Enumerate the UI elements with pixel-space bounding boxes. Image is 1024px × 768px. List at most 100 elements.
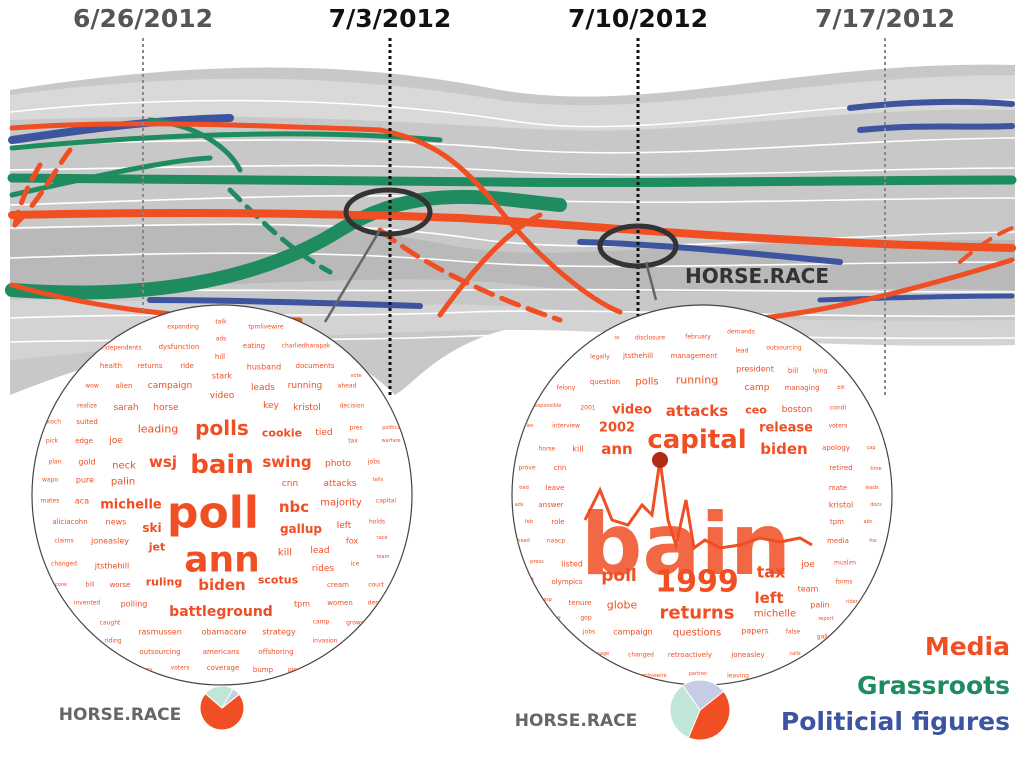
cloud-word: management xyxy=(671,352,718,360)
media-stream xyxy=(958,226,1014,264)
cloud-word: capital xyxy=(376,498,396,505)
cloud-word: rides xyxy=(312,564,334,574)
divider-line xyxy=(9,99,1016,128)
cloud-word: left xyxy=(337,521,352,531)
cloud-word: disclosure xyxy=(635,335,666,342)
cloud-word: manage xyxy=(589,651,609,657)
cloud-word: expanding xyxy=(167,324,199,331)
cloud-word: 2002 xyxy=(599,421,635,436)
cloud-word: ss xyxy=(614,335,620,341)
cloud-word: bump xyxy=(253,666,274,674)
date-label: 7/17/2012 xyxy=(815,4,955,33)
cloud-word: cnn xyxy=(282,479,298,489)
cloud-word: answer xyxy=(538,501,563,509)
grassroots-stream xyxy=(9,155,213,198)
cloud-word: hill xyxy=(215,353,225,361)
cloud-word: alien xyxy=(116,382,133,390)
cloud-word: allens xyxy=(138,667,153,673)
cloud-word: cream xyxy=(327,581,349,589)
cloud-word: americans xyxy=(203,648,240,656)
cloud-word: stark xyxy=(212,372,232,381)
cloud-word: naacp xyxy=(547,538,565,545)
cloud-word: wsp xyxy=(542,597,552,603)
cloud-word: voters xyxy=(171,665,190,672)
divider-line xyxy=(9,137,1016,154)
cloud-word: jtsthehill xyxy=(94,562,129,571)
grassroots-stream xyxy=(9,131,443,151)
legend-political: Politicial figures xyxy=(781,707,1010,736)
date-label: 6/26/2012 xyxy=(73,4,213,33)
cloud-word: suited xyxy=(76,418,98,426)
cloud-word: tpm xyxy=(294,600,310,609)
cloud-word: strategy xyxy=(262,628,296,637)
cloud-word: campaign xyxy=(148,381,192,391)
cloud-word: coverage xyxy=(207,664,240,672)
cloud-word: running xyxy=(288,381,323,391)
cloud-word: wapo xyxy=(42,477,58,484)
cloud-word: jobs xyxy=(582,629,595,636)
cloud-word: docs xyxy=(870,502,882,508)
cloud-word: interview xyxy=(552,423,580,430)
cloud-word: jtsthehill xyxy=(622,352,653,360)
cloud-word: returns xyxy=(137,362,162,370)
cloud-word: team xyxy=(798,585,819,594)
cloud-word: race xyxy=(377,535,388,541)
cloud-word: capital xyxy=(647,425,746,455)
cloud-word: decision xyxy=(340,403,365,410)
cloud-word: role xyxy=(551,518,564,526)
cloud-word: fox xyxy=(869,538,877,544)
cloud-word: leads xyxy=(865,485,879,491)
callout-connector xyxy=(323,229,382,323)
cloud-label-left: HORSE.RACE xyxy=(59,705,181,725)
source-pie-left xyxy=(199,685,245,731)
source-pie-right xyxy=(669,679,731,741)
cloud-word: swing xyxy=(262,453,311,471)
cloud-word: olympics xyxy=(551,578,582,586)
cloud-word: mates xyxy=(41,498,60,505)
cloud-word: tpm xyxy=(830,518,844,526)
cloud-word: kill xyxy=(278,548,292,559)
cloud-word: polling xyxy=(121,600,148,609)
cloud-word: charliedharapak xyxy=(282,343,331,350)
cloud-word: koch xyxy=(47,419,61,426)
cloud-word: lying xyxy=(813,368,828,375)
media-stream xyxy=(8,209,1016,252)
cloud-word: report xyxy=(818,616,833,622)
cloud-word: joe xyxy=(800,560,815,570)
cloud-word: talk xyxy=(215,319,227,326)
cloud-word: tells xyxy=(373,477,384,483)
cloud-word: felony xyxy=(557,385,576,392)
cloud-word: horse xyxy=(539,446,556,453)
cloud-word: cookie xyxy=(262,427,302,440)
cloud-word: tpmlivewire xyxy=(248,324,283,331)
cloud-word: kristol xyxy=(293,403,321,413)
cloud-word: february xyxy=(685,334,711,341)
cloud-word: obamacare xyxy=(202,628,247,637)
cloud-word: voters xyxy=(829,423,848,430)
cloud-word: cone xyxy=(55,582,67,588)
cloud-word: globe xyxy=(607,599,638,612)
political-stream xyxy=(847,98,1015,111)
cloud-word: majority xyxy=(320,498,362,509)
cloud-word: michelle xyxy=(100,498,162,513)
cloud-word: kristol xyxy=(829,501,854,510)
cloud-word: legally xyxy=(590,354,610,361)
cloud-word: forms xyxy=(835,579,852,586)
cloud-word: leaving xyxy=(727,673,749,680)
cloud-word: women xyxy=(327,599,353,607)
cloud-word: poll xyxy=(601,566,637,586)
cloud-word: horse xyxy=(153,403,179,413)
cloud-word: calls xyxy=(789,651,801,657)
cloud-word: attacks xyxy=(666,402,728,420)
cloud-word: papers xyxy=(741,627,768,636)
cloud-word: gallup xyxy=(280,522,322,536)
cloud-word: tpmlivewire xyxy=(637,673,666,679)
cloud-word: demands xyxy=(727,329,755,336)
grassroots-stream xyxy=(7,173,1017,188)
cloud-word: changed xyxy=(51,561,77,568)
political-stream xyxy=(577,239,843,265)
cloud-word: false xyxy=(786,629,801,636)
cloud-word: joneasley xyxy=(730,651,764,659)
cloud-word: running xyxy=(676,374,718,387)
trend-peak-dot xyxy=(652,452,668,468)
